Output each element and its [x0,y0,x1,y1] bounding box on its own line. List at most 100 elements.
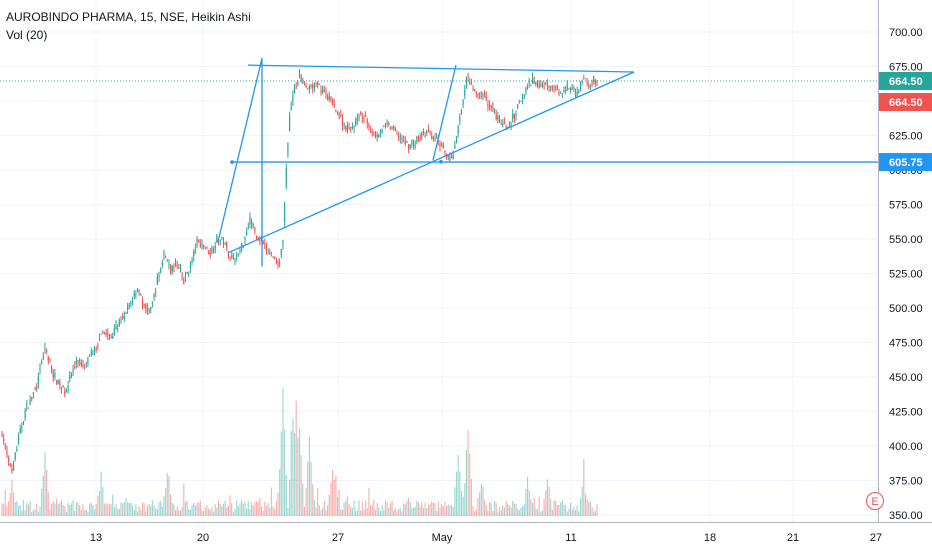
volume-bar [419,507,421,516]
candle-body [500,123,502,125]
volume-bar [95,504,97,516]
candle-body [369,130,372,131]
volume-bar [470,478,472,516]
volume-bar [270,487,272,516]
price-tick-label: 475.00 [889,338,923,350]
candle-body [307,88,309,90]
volume-bar [297,437,299,516]
volume-bar [201,511,203,516]
candle-body [503,122,506,123]
volume-bar [465,449,468,516]
volume-bar [457,455,459,516]
volume-bar [383,509,385,516]
volume-bar [568,508,570,516]
volume-bar [365,500,367,516]
volume-bar [54,503,56,516]
candle-body [120,318,122,320]
volume-bar [176,506,178,516]
volume-bar [115,504,117,516]
volume-bar [123,502,125,516]
candle-body [424,135,426,137]
candle-body [571,88,573,90]
volume-bar [141,502,144,516]
candle-body [340,114,342,116]
symbol-title[interactable]: AUROBINDO PHARMA, 15, NSE, Heikin Ashi [6,10,251,24]
candle-body [594,80,596,84]
candle-body [241,242,243,249]
volume-bar [346,496,349,516]
volume-bar [503,507,506,516]
candle-body [368,124,370,127]
candle-body [208,252,210,255]
candle-body [224,242,226,244]
candle-body [308,85,310,89]
volume-bar [525,488,527,516]
volume-bar [515,504,517,516]
volume-bar [295,401,297,516]
candle-body [555,86,557,88]
candle-body [255,236,258,240]
volume-bar [500,509,502,516]
time-tick-label: 18 [704,532,716,544]
candle-body [475,92,477,94]
candle-body [447,155,449,157]
volume-bar [272,506,274,516]
candle-body [393,125,395,129]
volume-bar [576,505,578,516]
volume-indicator-label[interactable]: Vol (20) [6,28,48,42]
volume-bar [363,509,365,516]
volume-bar [436,511,438,516]
candle-body [484,92,486,95]
candle-body [457,125,459,134]
candle-body [455,136,458,140]
candle-body [336,111,339,113]
volume-bar [545,490,547,516]
volume-bar [246,508,248,516]
volume-bar [113,507,115,516]
volume-bar [550,499,552,516]
volume-bar [530,499,532,516]
candle-body [247,227,249,230]
volume-bar [90,503,92,516]
volume-bar [558,504,560,516]
candle-body [176,264,178,267]
candle-body [36,386,38,388]
candle-body [391,127,393,129]
candle-body [431,135,433,138]
candle-body [136,288,139,292]
candle-body [474,88,476,91]
candle-body [317,82,319,85]
candle-body [65,390,68,393]
volume-bar [546,479,548,516]
volume-bar [57,503,59,516]
candle-body [95,348,97,350]
candle-body [426,131,428,133]
volume-bar [130,502,132,516]
candle-body [563,90,565,93]
volume-bar [231,503,233,516]
candle-body [315,83,317,84]
volume-bar [527,476,529,516]
candle-body [348,127,350,130]
price-tick-label: 400.00 [889,441,923,453]
volume-bar [432,502,434,516]
volume-bar [586,499,588,516]
price-tag-label: 605.75 [889,157,923,169]
volume-bar [198,502,200,516]
volume-bar [348,503,350,516]
candle-body [122,316,124,319]
volume-bar [19,504,21,516]
earnings-badge[interactable]: E [866,492,884,510]
candle-body [561,93,563,94]
candle-body [161,262,163,266]
candle-body [325,91,327,95]
candle-body [343,123,345,125]
candles [1,68,598,474]
volume-bar [92,505,94,516]
volume-bar [254,501,256,516]
candle-body [277,261,279,264]
volume-bar [280,431,282,516]
volume-bar [59,502,61,516]
volume-bar [41,488,43,516]
